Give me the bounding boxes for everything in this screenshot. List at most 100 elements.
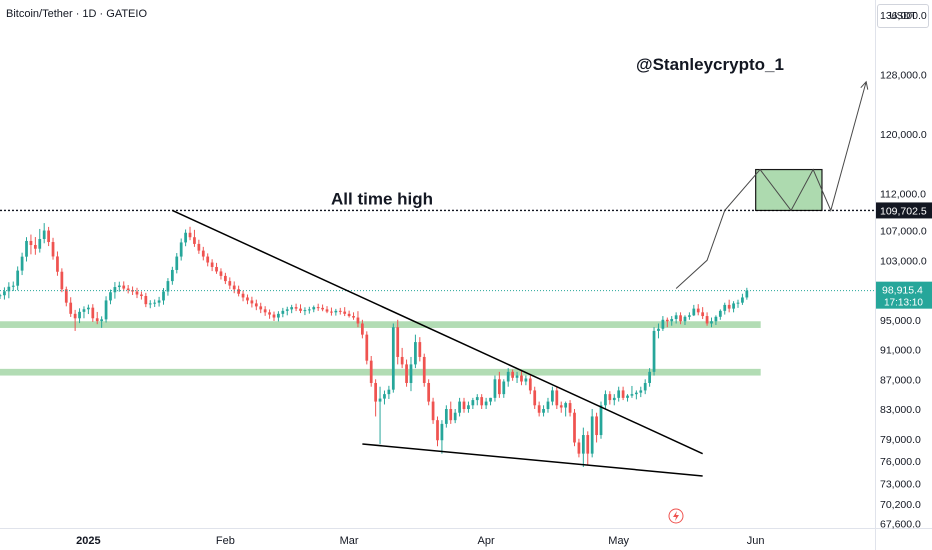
candle-body	[718, 310, 722, 317]
candle-body	[259, 306, 263, 310]
time-tick-label: May	[608, 535, 629, 547]
price-tick-label: 136,000.0	[880, 10, 927, 22]
candle-body	[732, 303, 735, 309]
price-tick-label: 67,600.0	[880, 519, 921, 531]
candle-body	[338, 310, 342, 312]
candle-body	[47, 230, 50, 243]
candle-body	[69, 302, 73, 314]
candle-body	[391, 327, 395, 390]
candle-body	[400, 356, 404, 365]
candle-body	[365, 334, 369, 361]
candle-body	[736, 302, 740, 304]
candle-body	[100, 319, 104, 322]
candle-body	[95, 318, 99, 322]
candle-body	[573, 412, 576, 443]
candle-body	[670, 319, 674, 322]
chart-title: Bitcoin/Tether · 1D · GATEIO	[6, 8, 148, 20]
candle-body	[299, 308, 302, 311]
candle-body	[20, 256, 24, 271]
candle-body	[135, 291, 139, 295]
candle-body	[493, 379, 497, 398]
current-price-countdown: 17:13:10	[884, 298, 923, 309]
candle-body	[281, 310, 285, 314]
candle-body	[475, 397, 479, 401]
candle-body	[617, 390, 621, 398]
support-zones	[0, 321, 761, 376]
candle-body	[551, 390, 554, 402]
candle-body	[422, 356, 426, 383]
candle-body	[444, 409, 448, 424]
candle-body	[290, 307, 294, 310]
candle-body	[263, 309, 267, 313]
candle-body	[723, 304, 727, 311]
candle-body	[228, 281, 232, 286]
ath-price-badge	[876, 202, 932, 219]
candle-body	[179, 242, 183, 257]
candle-body	[502, 381, 506, 395]
candle-body	[157, 300, 161, 303]
candle-body	[175, 256, 179, 270]
candle-body	[524, 378, 528, 382]
projection-arrowhead	[860, 80, 869, 90]
candle-body	[590, 416, 594, 454]
candle-body	[626, 395, 629, 398]
price-tick-label: 107,000.0	[880, 226, 927, 238]
candle-body	[467, 405, 470, 410]
candle-body	[188, 232, 192, 238]
current-price-badge	[876, 281, 932, 309]
candle-body	[511, 371, 514, 378]
candle-body	[162, 291, 165, 301]
candle-body	[665, 319, 669, 322]
candle-body	[3, 291, 6, 296]
candle-body	[497, 379, 501, 395]
price-axis: 136,000.0 128,000.0 120,000.0 112,000.0 107,…	[876, 10, 932, 531]
candle-body	[347, 313, 351, 317]
candle-body	[325, 309, 329, 312]
author-handle: @Stanleycrypto_1	[636, 55, 784, 74]
candle-body	[91, 307, 95, 319]
candle-body	[586, 435, 590, 454]
price-tick-label: 83,000.0	[880, 404, 921, 416]
candle-body	[453, 412, 457, 421]
candle-body	[38, 239, 42, 249]
candle-body	[427, 382, 431, 402]
price-tick-label: 103,000.0	[880, 255, 927, 267]
price-tick-label: 112,000.0	[880, 188, 926, 200]
candles	[0, 223, 749, 468]
candle-body	[661, 319, 665, 329]
candle-body	[458, 401, 461, 413]
candle-body	[148, 303, 152, 305]
candle-body	[140, 294, 143, 296]
projection-path	[675, 81, 867, 289]
candle-body	[405, 364, 408, 383]
candle-body	[303, 310, 307, 312]
candle-body	[643, 382, 647, 391]
candle-body	[595, 416, 598, 436]
candle-body	[272, 314, 276, 318]
candle-body	[60, 271, 64, 290]
candle-body	[648, 371, 651, 383]
candle-body	[688, 315, 691, 317]
candle-body	[489, 397, 492, 402]
lightning-bolt	[673, 511, 679, 521]
ath-price-label: 109,702.5	[880, 205, 927, 217]
candle-body	[352, 316, 355, 318]
candle-body	[515, 375, 519, 378]
target-zone	[755, 168, 823, 212]
price-tick-label: 87,000.0	[880, 374, 921, 386]
candle-body	[480, 397, 484, 406]
candle-body	[462, 401, 466, 410]
candle-body	[727, 304, 731, 309]
candle-body	[555, 390, 559, 406]
candle-body	[449, 409, 453, 421]
candle-body	[307, 309, 311, 311]
candle-body	[414, 342, 417, 365]
candle-body	[559, 405, 563, 408]
time-axis: 2025 Feb Mar Apr May Jun	[76, 535, 764, 547]
candle-body	[316, 307, 320, 309]
candle-body	[599, 405, 603, 436]
currency-selector[interactable]: USDT	[877, 4, 929, 28]
lightning-icon	[668, 508, 684, 524]
